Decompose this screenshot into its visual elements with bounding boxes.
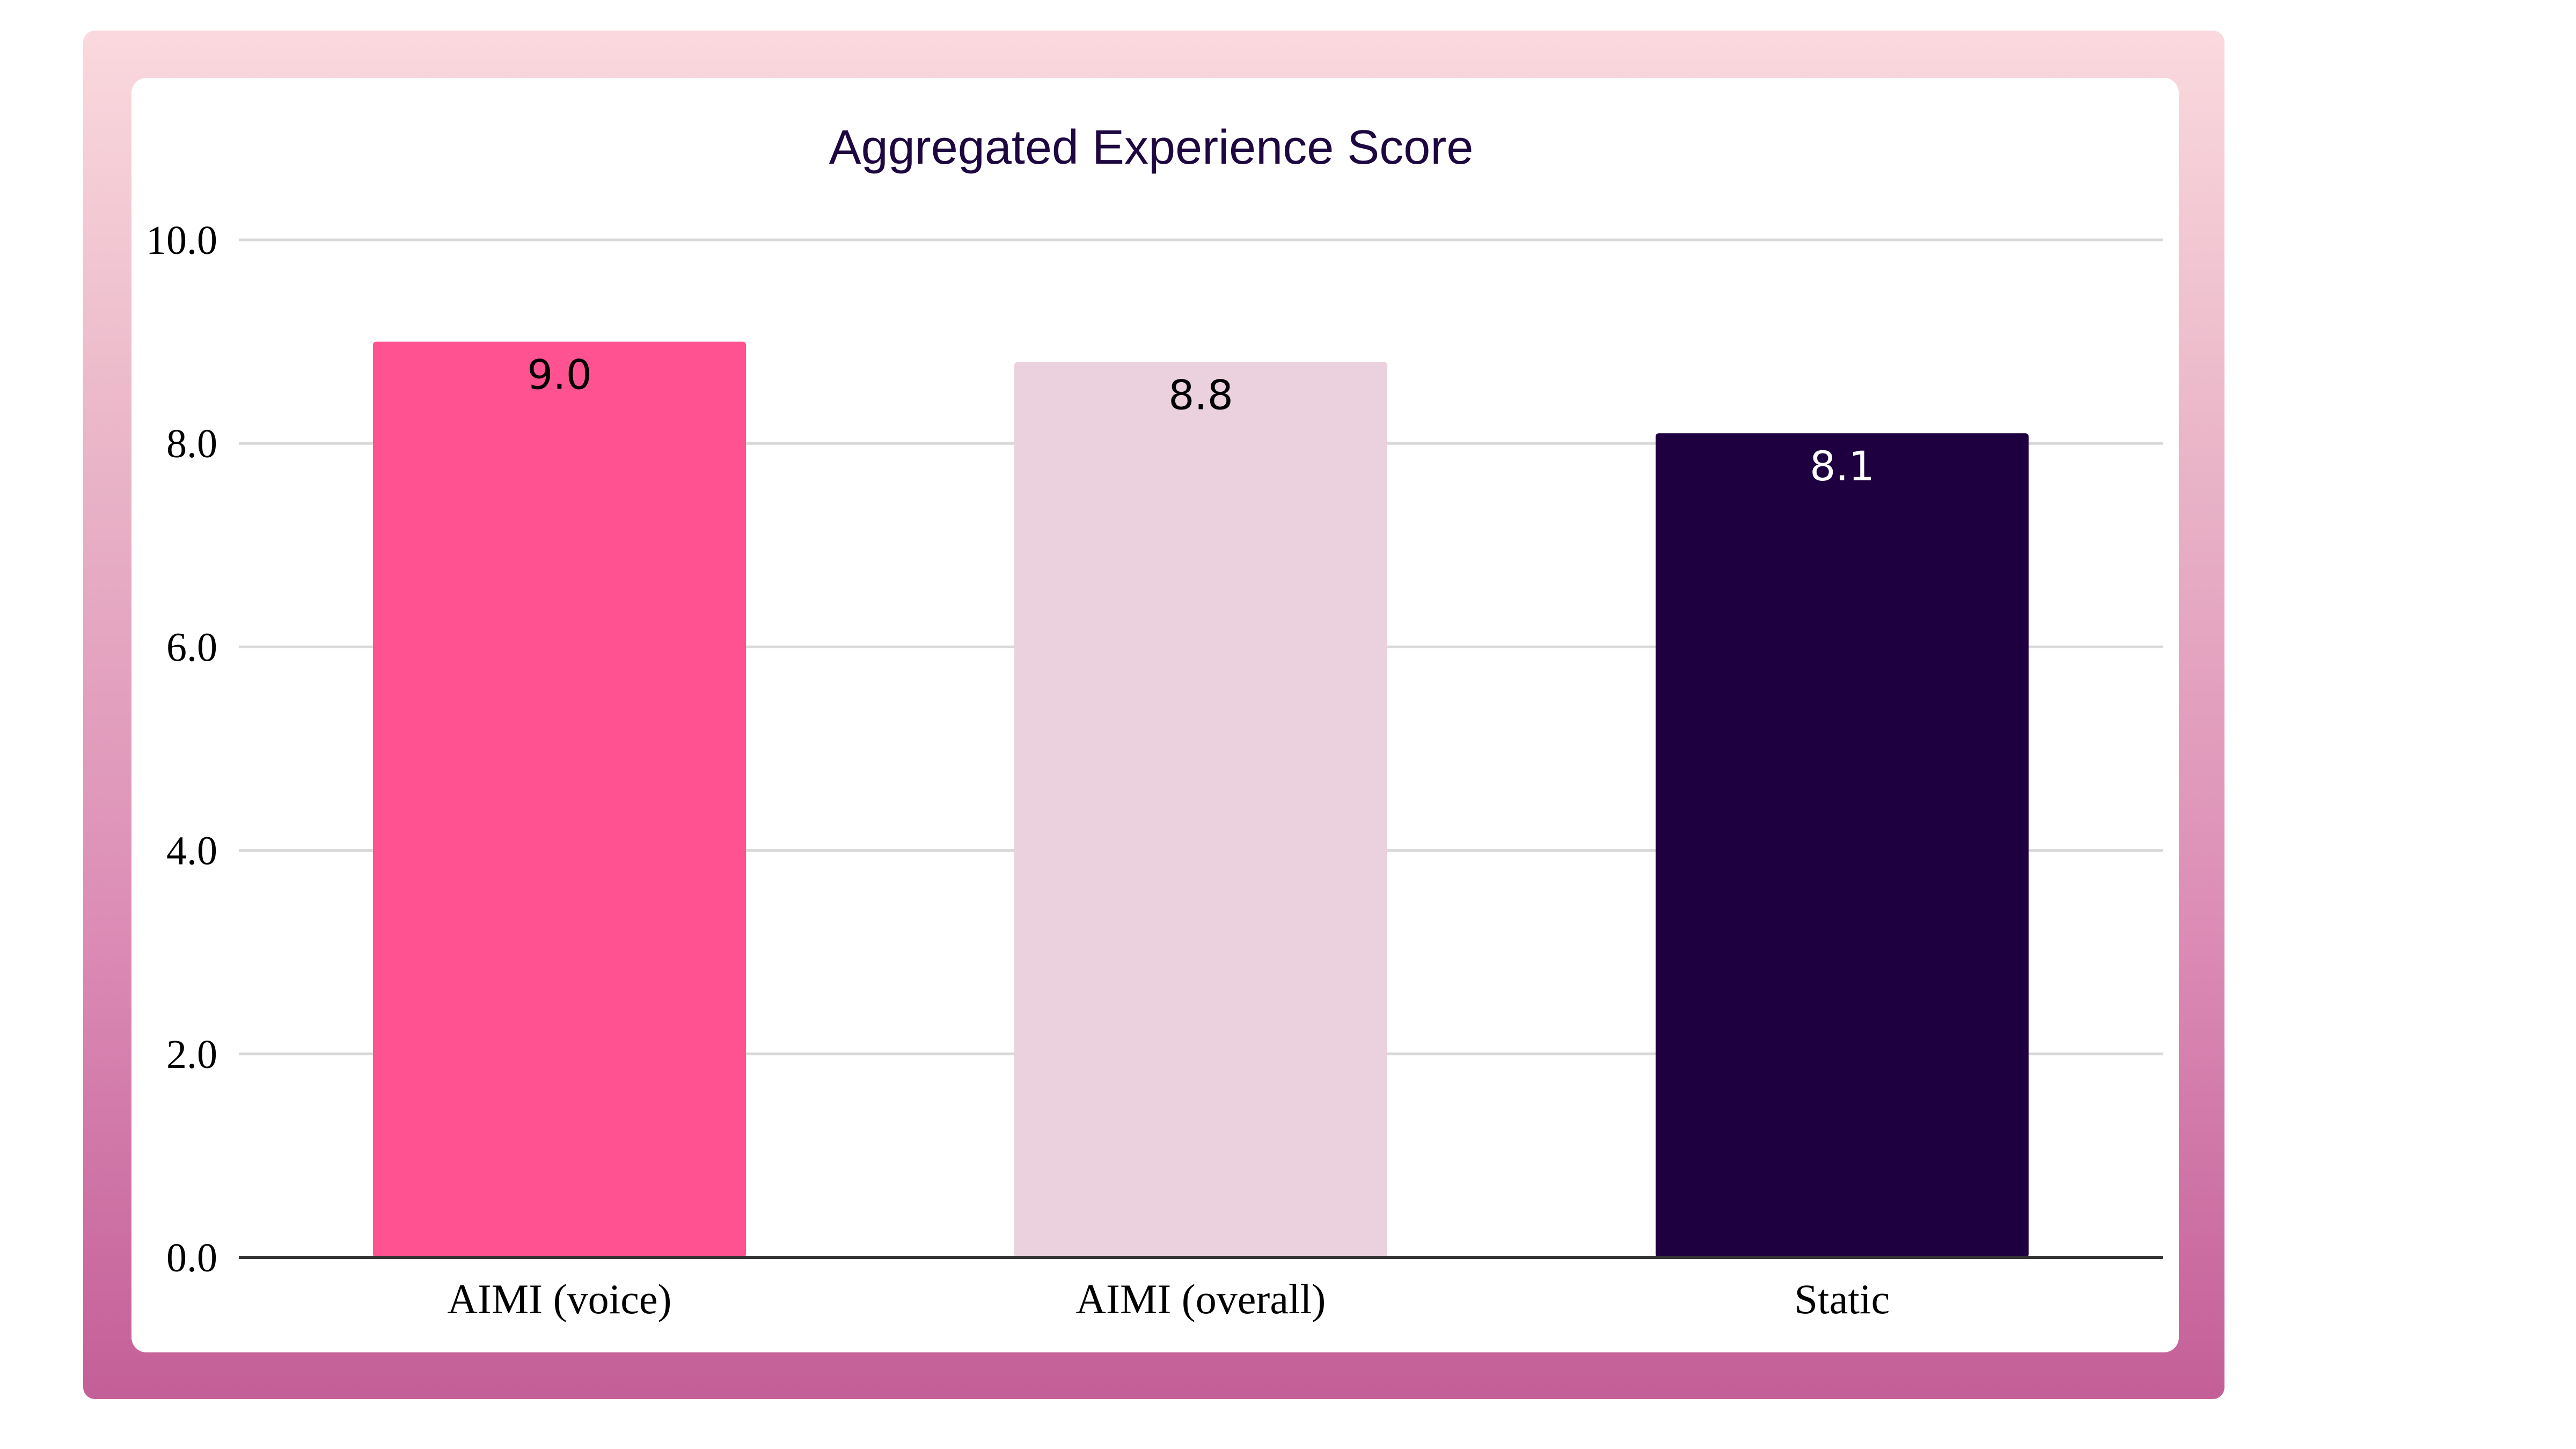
chart-title: Aggregated Experience Score xyxy=(829,121,1474,174)
bar xyxy=(1014,362,1387,1257)
data-label: 8.1 xyxy=(1810,442,1875,490)
bars xyxy=(373,341,2029,1257)
y-tick-label: 2.0 xyxy=(166,1032,217,1077)
data-label: 9.0 xyxy=(527,351,592,399)
y-tick-label: 0.0 xyxy=(166,1235,217,1280)
y-axis-ticks: 0.0 2.0 4.0 6.0 8.0 10.0 xyxy=(146,218,217,1280)
x-axis-categories: AIMI (voice) AIMI (overall) Static xyxy=(448,1276,1890,1322)
x-tick-label: Static xyxy=(1795,1276,1890,1322)
bar xyxy=(1656,433,2029,1257)
y-tick-label: 10.0 xyxy=(146,218,217,263)
y-tick-label: 6.0 xyxy=(166,625,217,670)
bar xyxy=(373,341,746,1257)
data-label: 8.8 xyxy=(1168,371,1233,419)
data-labels: 9.0 8.8 8.1 xyxy=(527,351,1875,491)
x-tick-label: AIMI (voice) xyxy=(448,1276,672,1322)
y-tick-label: 4.0 xyxy=(166,829,217,874)
y-tick-label: 8.0 xyxy=(166,421,217,466)
x-tick-label: AIMI (overall) xyxy=(1076,1276,1326,1322)
